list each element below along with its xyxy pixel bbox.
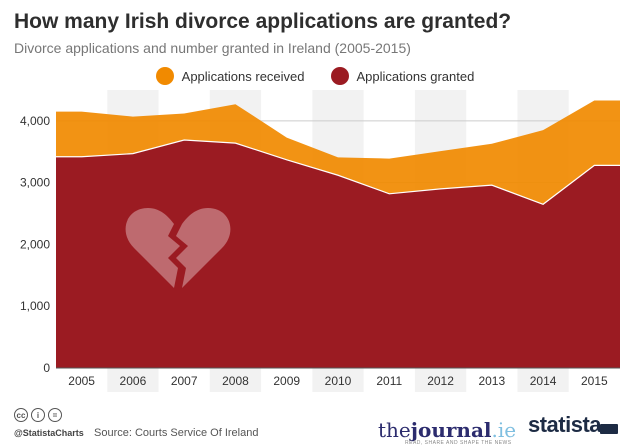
legend-item-granted: Applications granted [330,67,475,85]
y-tick-label: 0 [43,361,50,375]
x-tick-label: 2015 [581,374,608,388]
x-tick-label: 2009 [273,374,300,388]
license-icons: cc i = [14,408,62,422]
source-note: Source: Courts Service Of Ireland [94,427,259,439]
footer: cc i = @StatistaCharts Source: Courts Se… [0,400,630,448]
thejournal-logo: thejournal.ie [378,418,516,442]
x-tick-label: 2010 [325,374,352,388]
x-tick-label: 2012 [427,374,454,388]
no-derivatives-icon: = [48,408,62,422]
x-tick-label: 2005 [68,374,95,388]
x-tick-label: 2014 [530,374,557,388]
journal-the: the [378,418,411,442]
legend-label-received: Applications received [181,68,305,84]
chart-title: How many Irish divorce applications are … [14,10,512,33]
cc-icon: cc [14,408,28,422]
chart-subtitle: Divorce applications and number granted … [14,40,411,56]
legend-item-received: Applications received [155,67,305,85]
x-tick-label: 2013 [478,374,505,388]
attribution-icon: i [31,408,45,422]
chart-legend: Applications received Applications grant… [0,67,630,85]
twitter-handle: @StatistaCharts [14,428,84,438]
area-applications-granted [56,140,620,368]
y-tick-label: 4,000 [20,114,50,128]
y-tick-label: 3,000 [20,176,50,190]
legend-swatch-received [155,67,174,85]
line-applications-granted [56,139,620,205]
journal-ie: .ie [491,418,517,442]
x-tick-label: 2006 [120,374,147,388]
y-tick-label: 1,000 [20,299,50,313]
legend-label-granted: Applications granted [356,68,475,84]
legend-swatch-granted [330,67,349,85]
journal-word: journal [410,418,492,442]
statista-logo: statista [528,412,602,437]
x-tick-label: 2011 [376,374,402,388]
y-tick-label: 2,000 [20,237,50,251]
statista-logo-mark [600,424,618,434]
broken-heart-icon [125,208,231,288]
x-tick-label: 2008 [222,374,249,388]
x-tick-label: 2007 [171,374,198,388]
area-chart: 0 1,000 2,000 3,000 4,000 2005 2006 2007 2008 200… [20,90,620,392]
journal-tagline: READ, SHARE AND SHAPE THE NEWS [405,440,512,446]
